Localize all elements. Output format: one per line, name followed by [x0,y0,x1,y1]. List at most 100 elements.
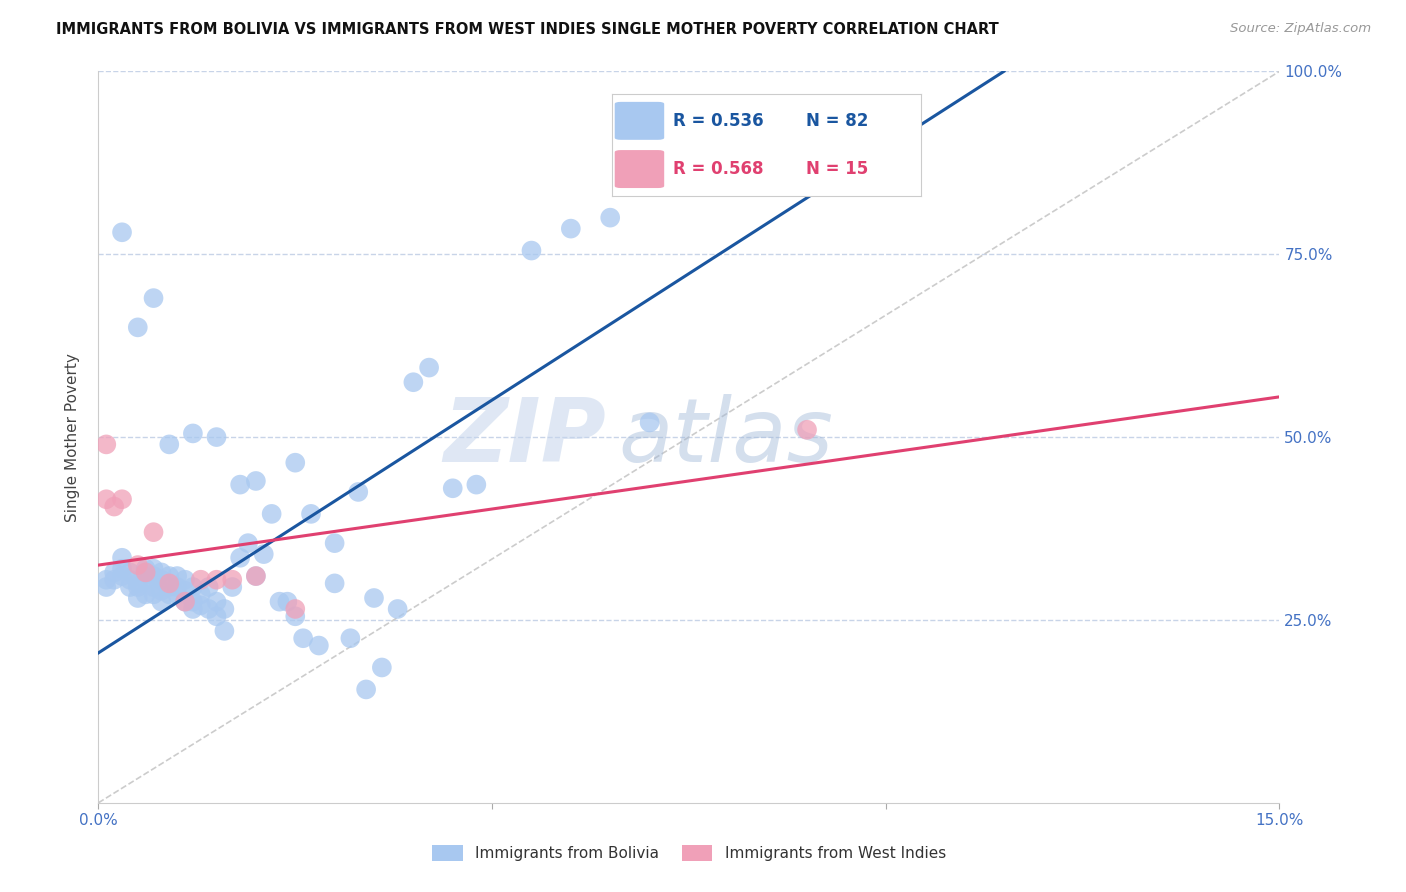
Point [205,573,228,587]
Point [190,573,212,587]
Point [96,437,118,451]
Point [142,580,165,594]
Point [520,244,543,258]
FancyBboxPatch shape [614,102,664,140]
Point [205,609,228,624]
Point [299,507,322,521]
Point [214,624,236,638]
Text: Source: ZipAtlas.com: Source: ZipAtlas.com [1230,22,1371,36]
Point [103,566,125,580]
Point [118,566,141,580]
Point [560,221,582,235]
Point [292,632,315,646]
Point [197,580,219,594]
Point [371,660,394,674]
Point [174,594,197,608]
Point [127,320,149,334]
Point [135,566,157,580]
Point [354,682,377,697]
Point [127,580,149,594]
Point [127,558,149,573]
Text: R = 0.536: R = 0.536 [673,112,763,130]
Point [111,569,134,583]
Point [142,569,165,583]
Point [142,587,165,601]
Point [181,426,204,441]
Point [245,474,267,488]
Point [166,587,188,601]
Point [157,576,180,591]
Point [229,550,252,565]
Point [181,580,204,594]
Point [465,477,488,491]
Point [127,576,149,591]
Point [308,639,330,653]
Point [135,573,157,587]
Point [269,594,291,608]
Point [111,550,134,565]
Point [214,602,236,616]
Y-axis label: Single Mother Poverty: Single Mother Poverty [65,352,80,522]
Point [150,583,173,598]
Text: N = 82: N = 82 [807,112,869,130]
Point [111,562,134,576]
Point [638,416,661,430]
Point [96,492,118,507]
Point [157,437,180,451]
Point [166,580,188,594]
Point [387,602,409,616]
Point [96,580,118,594]
Point [190,599,212,613]
Point [127,591,149,605]
Point [221,573,243,587]
Point [229,477,252,491]
Point [174,594,197,608]
Point [96,573,118,587]
Point [111,225,134,239]
Point [418,360,440,375]
Point [339,632,361,646]
FancyBboxPatch shape [614,150,664,188]
Point [205,594,228,608]
Point [284,456,307,470]
Point [174,583,197,598]
Text: IMMIGRANTS FROM BOLIVIA VS IMMIGRANTS FROM WEST INDIES SINGLE MOTHER POVERTY COR: IMMIGRANTS FROM BOLIVIA VS IMMIGRANTS FR… [56,22,1000,37]
Point [441,481,464,495]
Point [135,562,157,576]
Point [150,594,173,608]
Point [157,587,180,601]
Point [796,423,818,437]
Point [245,569,267,583]
Point [103,500,125,514]
Point [111,492,134,507]
Point [276,594,298,608]
Point [402,376,425,390]
Point [221,580,243,594]
Point [347,485,370,500]
Point [197,602,219,616]
Point [142,562,165,576]
Point [284,602,307,616]
Point [181,594,204,608]
Point [284,609,307,624]
Point [236,536,259,550]
Point [253,547,276,561]
Point [190,587,212,601]
Point [323,576,346,591]
Legend: Immigrants from Bolivia, Immigrants from West Indies: Immigrants from Bolivia, Immigrants from… [432,845,946,861]
Text: ZIP: ZIP [443,393,606,481]
Point [135,587,157,601]
Point [103,573,125,587]
Point [166,569,188,583]
Point [260,507,283,521]
Point [142,525,165,540]
Point [118,573,141,587]
Point [181,602,204,616]
Point [118,580,141,594]
Text: N = 15: N = 15 [807,160,869,178]
Point [205,430,228,444]
Point [363,591,385,605]
Text: atlas: atlas [619,394,832,480]
Point [245,569,267,583]
Point [150,566,173,580]
